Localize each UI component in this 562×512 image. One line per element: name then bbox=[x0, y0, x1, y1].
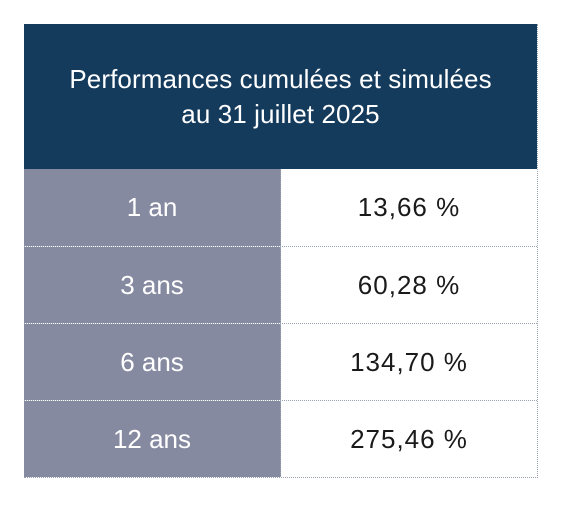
table-row: 12 ans 275,46 % bbox=[24, 400, 537, 477]
table-row: 1 an 13,66 % bbox=[24, 169, 537, 246]
table-body: 1 an 13,66 % 3 ans 60,28 % 6 ans 134,70 … bbox=[24, 169, 537, 477]
performance-value-cell: 60,28 % bbox=[281, 247, 537, 323]
table-row: 6 ans 134,70 % bbox=[24, 323, 537, 400]
period-cell: 6 ans bbox=[24, 324, 281, 400]
performance-value-cell: 13,66 % bbox=[281, 169, 537, 246]
performance-value-cell: 134,70 % bbox=[281, 324, 537, 400]
period-cell: 1 an bbox=[24, 169, 281, 246]
table-title-line-2: au 31 juillet 2025 bbox=[181, 98, 380, 129]
table-header: Performances cumulées et simulées au 31 … bbox=[24, 24, 537, 169]
period-cell: 12 ans bbox=[24, 401, 281, 477]
performance-value-cell: 275,46 % bbox=[281, 401, 537, 477]
table-title-line-1: Performances cumulées et simulées bbox=[69, 63, 492, 94]
period-cell: 3 ans bbox=[24, 247, 281, 323]
performance-table: Performances cumulées et simulées au 31 … bbox=[24, 24, 538, 478]
table-row: 3 ans 60,28 % bbox=[24, 246, 537, 323]
